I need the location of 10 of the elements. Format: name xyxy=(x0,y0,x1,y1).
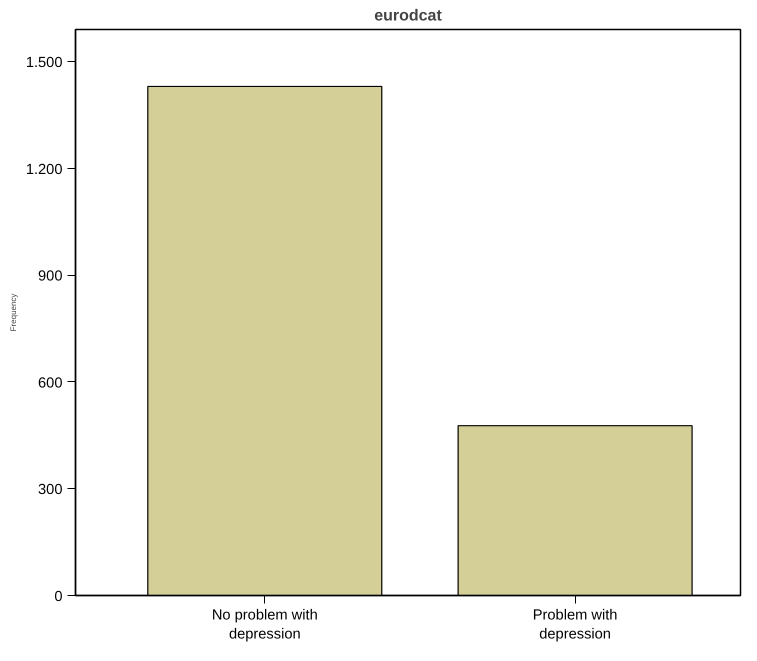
y-tick-label: 600 xyxy=(38,375,63,392)
y-tick-label: 1.200 xyxy=(26,162,63,178)
x-tick-label: Problem with depression xyxy=(532,608,618,643)
y-tick-label: 1.500 xyxy=(26,55,63,72)
y-tick-label: 0 xyxy=(54,589,63,605)
chart-title: eurodcat xyxy=(374,8,442,24)
y-tick-label: 300 xyxy=(38,482,63,498)
x-tick-label: No problem with depression xyxy=(212,608,318,643)
y-axis-title: Frequency xyxy=(8,294,18,332)
y-tick-label: 900 xyxy=(38,268,63,285)
